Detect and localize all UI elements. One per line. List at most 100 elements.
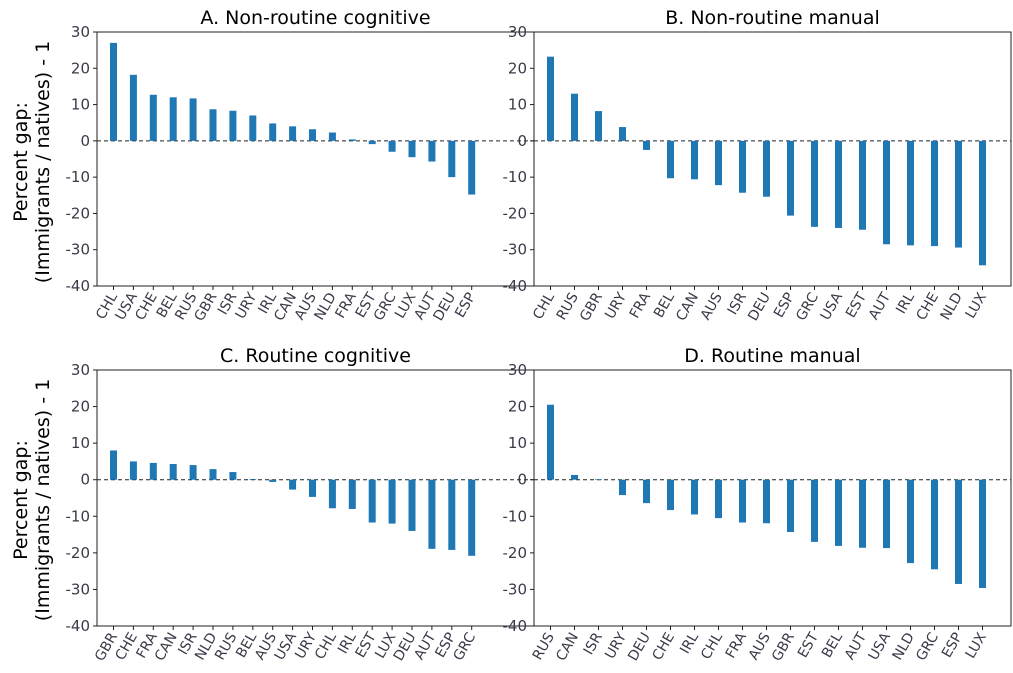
bar-aut [428, 479, 436, 549]
y-tick-label: 20 [71, 398, 90, 416]
bar-gbr [787, 479, 794, 533]
bar-ury [619, 127, 626, 141]
bar-deu [763, 140, 770, 197]
panel-d: D. Routine manual-40-30-20-100102030RUSC… [503, 345, 1012, 664]
bar-est [368, 140, 376, 145]
y-tick-label: 20 [508, 59, 527, 77]
x-tick-label: EST [795, 630, 822, 661]
y-tick-label: -30 [503, 241, 528, 259]
bar-deu [408, 479, 416, 531]
x-tick-label: CHL [530, 290, 558, 323]
x-tick-label: CAN [673, 290, 702, 324]
bar-usa [129, 74, 137, 141]
bar-nld [907, 479, 914, 564]
bar-esp [787, 140, 794, 216]
bar-ury [249, 115, 257, 141]
bar-che [149, 94, 157, 141]
x-tick-label: GRC [793, 290, 822, 324]
bar-fra [149, 462, 157, 480]
bar-nld [209, 469, 217, 480]
y-tick-label: -20 [66, 544, 91, 562]
y-tick-label: -10 [66, 507, 91, 525]
bar-irl [348, 479, 356, 509]
bar-est [811, 479, 818, 542]
bar-chl [547, 56, 554, 141]
y-tick-label: -10 [503, 507, 528, 525]
x-tick-label: CHE [650, 630, 678, 663]
bar-lux [408, 140, 416, 158]
bar-gbr [110, 450, 117, 480]
x-tick-label: DEU [625, 630, 654, 664]
bar-isr [595, 479, 602, 480]
y-tick-label: 10 [71, 434, 90, 452]
y-tick-label: 0 [517, 132, 527, 150]
bar-est [859, 140, 866, 230]
bar-aut [883, 140, 890, 245]
bar-usa [835, 140, 842, 228]
x-tick-label: FRA [627, 290, 654, 322]
bar-nld [328, 132, 336, 141]
bar-esp [468, 140, 476, 195]
bar-aus [309, 129, 316, 141]
x-tick-label: EST [843, 290, 870, 321]
x-tick-label: ESP [452, 290, 479, 321]
bar-aut [428, 140, 436, 162]
y-axis-label-line-2: (Immigrants / natives) - 1 [32, 41, 54, 283]
x-tick-label: LUX [963, 290, 991, 322]
x-tick-label: URY [602, 290, 630, 322]
y-tick-label: -10 [66, 168, 91, 186]
panel-title: D. Routine manual [684, 345, 860, 367]
bar-grc [811, 140, 818, 227]
bar-can [169, 463, 177, 480]
x-tick-label: LUX [963, 630, 991, 662]
x-tick-label: NLD [890, 630, 918, 663]
y-tick-label: -20 [66, 204, 91, 222]
x-tick-label: CHL [698, 630, 726, 663]
y-tick-label: -40 [503, 277, 528, 295]
x-tick-label: AUT [842, 630, 870, 663]
bar-ury [619, 479, 626, 496]
bar-rus [189, 98, 197, 141]
x-tick-label: AUS [746, 630, 774, 663]
y-tick-label: -20 [503, 204, 528, 222]
bar-lux [979, 140, 986, 266]
x-tick-label: RUS [554, 290, 582, 323]
y-tick-label: -30 [503, 580, 528, 598]
bar-gbr [595, 111, 602, 141]
bar-grc [388, 140, 396, 152]
x-tick-label: AUT [866, 290, 894, 323]
bar-chl [715, 479, 722, 519]
x-tick-label: FRA [723, 630, 750, 662]
x-tick-label: ESP [939, 630, 966, 661]
y-tick-label: 0 [80, 471, 90, 489]
bar-grc [468, 479, 476, 556]
y-axis-label-line-1: Percent gap: [10, 440, 32, 560]
x-tick-label: NLD [938, 290, 966, 323]
x-tick-label: AUS [698, 290, 726, 323]
bar-chl [110, 42, 117, 141]
panel-title: C. Routine cognitive [220, 345, 411, 367]
bar-est [368, 479, 376, 523]
bar-rus [547, 404, 554, 480]
bar-can [571, 474, 578, 480]
bar-bel [169, 97, 177, 141]
bar-grc [931, 479, 938, 570]
bar-rus [571, 93, 578, 141]
y-tick-label: -40 [503, 617, 528, 635]
bar-irl [691, 479, 698, 515]
x-tick-label: USA [866, 630, 895, 663]
panel-title: B. Non-routine manual [665, 7, 880, 29]
bar-esp [448, 479, 456, 550]
plot-frame [533, 31, 1012, 287]
bar-ury [309, 479, 316, 497]
bar-aus [269, 479, 277, 482]
bar-can [289, 126, 297, 141]
y-axis-label-line-2: (Immigrants / natives) - 1 [32, 379, 54, 621]
y-tick-label: 10 [508, 434, 527, 452]
bar-isr [229, 110, 237, 141]
y-tick-label: 10 [508, 96, 527, 114]
bar-fra [348, 139, 356, 141]
panel-title: A. Non-routine cognitive [200, 7, 430, 29]
y-axis-label-bottom: Percent gap: (Immigrants / natives) - 1 [10, 379, 54, 621]
